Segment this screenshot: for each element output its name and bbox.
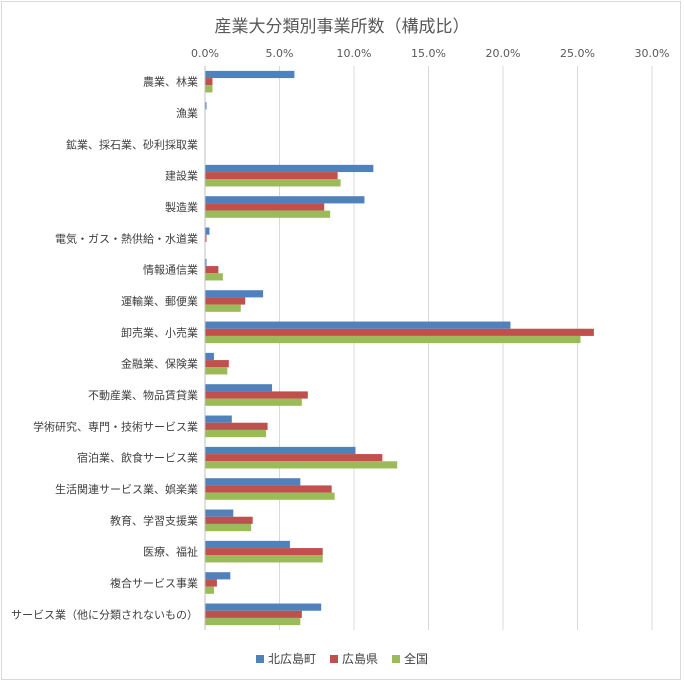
- bar: [205, 579, 217, 587]
- x-tick-label: 0.0%: [191, 47, 219, 60]
- bar: [205, 617, 301, 626]
- bar: [205, 360, 229, 368]
- gridlines: [279, 66, 653, 630]
- bar: [205, 516, 253, 524]
- bar: [205, 422, 268, 430]
- bars: [205, 70, 594, 626]
- legend-item: 広島県: [329, 650, 378, 667]
- category-label: サービス業（他に分類されないもの）: [11, 608, 198, 621]
- category-labels: 農業、林業漁業鉱業、採石業、砂利採取業建設業製造業電気・ガス・熱供給・水道業情報…: [11, 75, 198, 622]
- category-label: 電気・ガス・熱供給・水道業: [55, 231, 198, 245]
- x-tick-label: 5.0%: [266, 47, 294, 60]
- bar: [205, 572, 231, 580]
- category-label: 金融業、保険業: [121, 357, 198, 371]
- bar: [205, 297, 246, 305]
- category-label: 製造業: [165, 200, 198, 214]
- bar: [205, 429, 267, 438]
- bar: [205, 485, 332, 493]
- bar: [205, 321, 511, 329]
- bar: [205, 548, 323, 556]
- bar: [205, 78, 213, 86]
- category-label: 運輸業、郵便業: [121, 294, 198, 308]
- bar: [205, 454, 383, 462]
- bar: [205, 266, 219, 274]
- category-label: 不動産業、物品賃貸業: [88, 388, 198, 402]
- x-tick-label: 10.0%: [337, 47, 372, 60]
- bar: [205, 203, 325, 211]
- category-label: 学術研究、専門・技術サービス業: [33, 419, 198, 433]
- chart-title: 産業大分類別事業所数（構成比）: [214, 17, 470, 37]
- legend-label: 北広島町: [267, 652, 316, 666]
- category-label: 教育、学習支援業: [110, 513, 198, 527]
- legend-swatch: [255, 654, 264, 663]
- x-tick-label: 30.0%: [635, 47, 670, 60]
- category-label: 建設業: [165, 169, 198, 183]
- bar: [205, 196, 365, 204]
- bar: [205, 603, 322, 611]
- bar: [205, 610, 302, 618]
- x-axis-ticks: 0.0% 5.0% 10.0% 15.0% 20.0% 25.0% 30.0%: [191, 47, 669, 60]
- bar: [205, 179, 341, 187]
- legend-item: 北広島町: [255, 650, 316, 667]
- bar: [205, 273, 223, 281]
- x-tick-label: 15.0%: [411, 47, 446, 60]
- category-label: 農業、林業: [143, 75, 198, 89]
- bar: [205, 398, 302, 406]
- category-label: 鉱業、採石業、砂利採取業: [66, 137, 198, 151]
- bar: [205, 227, 210, 235]
- bar: [205, 478, 301, 486]
- bar: [205, 335, 581, 344]
- category-label: 情報通信業: [143, 264, 198, 277]
- legend-swatch: [392, 654, 400, 663]
- bar: [205, 446, 356, 455]
- bar: [205, 540, 290, 549]
- bar: [205, 258, 207, 267]
- legend-item: 全国: [392, 650, 428, 667]
- bar: [205, 586, 214, 594]
- bar: [205, 172, 338, 180]
- bar: [205, 290, 264, 298]
- category-label: 漁業: [176, 106, 198, 120]
- bar: [205, 461, 398, 469]
- legend: 北広島町 広島県 全国: [0, 650, 684, 667]
- category-label: 生活関連サービス業、娯楽業: [55, 482, 198, 496]
- bar: [205, 523, 252, 532]
- bar: [205, 415, 232, 423]
- bar: [205, 509, 234, 517]
- bar: [205, 164, 374, 173]
- bar: [205, 234, 207, 242]
- bar: [205, 384, 273, 392]
- bar: [205, 70, 295, 79]
- bar: [205, 352, 214, 361]
- category-label: 宿泊業、飲食サービス業: [77, 451, 198, 465]
- legend-label: 全国: [404, 652, 429, 666]
- bar: [205, 492, 335, 500]
- bar: [205, 102, 207, 110]
- bar: [205, 85, 213, 93]
- bar: [205, 304, 241, 312]
- bar: [205, 367, 228, 375]
- category-label: 医療、福祉: [143, 545, 198, 559]
- x-tick-label: 20.0%: [486, 47, 521, 60]
- bar: [205, 391, 308, 399]
- bar: [205, 210, 331, 218]
- bar: [205, 328, 594, 336]
- bar: [205, 555, 323, 563]
- category-label: 複合サービス事業: [110, 576, 198, 590]
- legend-label: 広島県: [341, 652, 378, 666]
- category-label: 卸売業、小売業: [121, 325, 198, 339]
- legend-swatch: [329, 654, 338, 663]
- x-tick-label: 25.0%: [560, 47, 595, 60]
